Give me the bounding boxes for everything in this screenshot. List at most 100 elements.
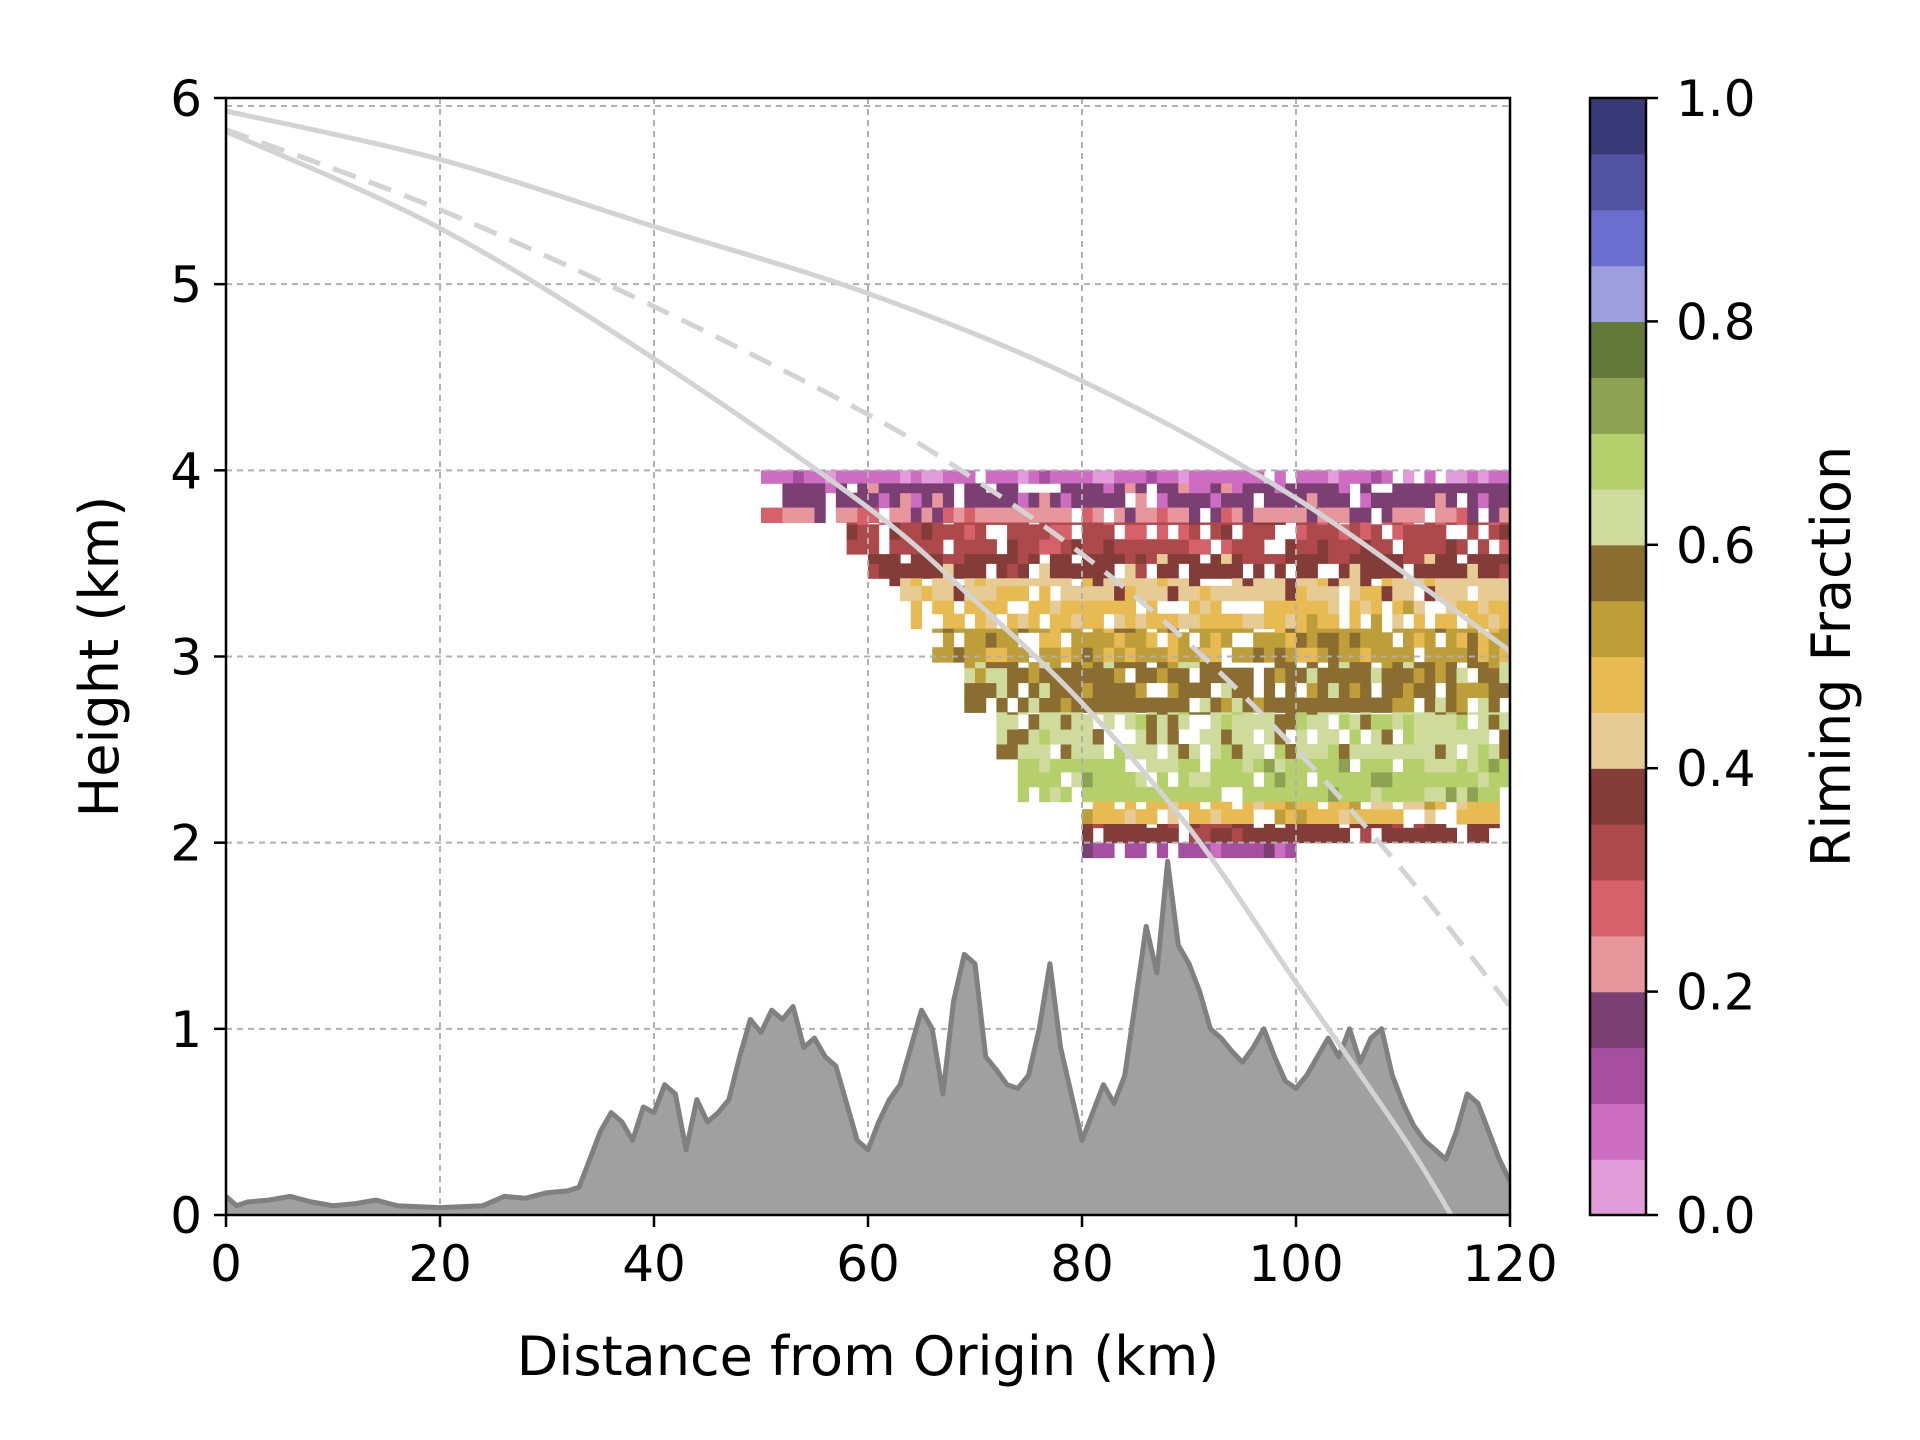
heatmap-cell [1060,758,1072,773]
heatmap-cell [1445,647,1457,663]
heatmap-cell [1274,801,1286,810]
heatmap-cell [1210,729,1222,745]
heatmap-cell [1424,628,1436,633]
heatmap-cell [1124,712,1136,715]
heatmap-cell [1210,585,1222,602]
heatmap-cell [1082,647,1094,663]
heatmap-cell [1049,554,1062,564]
heatmap-cell [964,539,976,555]
heatmap-cell [1413,801,1425,810]
heatmap-cell [1435,524,1447,540]
heatmap-cell [1392,578,1404,587]
heatmap-cell [942,563,955,579]
heatmap-cell [1114,827,1126,844]
heatmap-cell [1082,613,1094,630]
heatmap-cell [1135,744,1147,760]
heatmap-cell [1370,554,1383,564]
heatmap-cell [1413,632,1425,648]
heatmap-cell [1328,801,1340,810]
heatmap-cell [1403,697,1415,713]
heatmap-cell [1135,697,1147,713]
heatmap-cell [1403,744,1415,760]
heatmap-cell [1435,647,1447,663]
heatmap-cell [1221,827,1233,844]
heatmap-cell [1392,647,1404,663]
heatmap-cell [1242,470,1254,484]
heatmap-cell [1060,554,1072,564]
heatmap-cell [985,628,997,633]
heatmap-cell [1060,507,1072,523]
heatmap-cell [1199,563,1211,579]
heatmap-cell [1477,712,1490,715]
heatmap-cell [1221,744,1233,760]
colorbar-swatch [1590,433,1646,490]
heatmap-cell [1231,842,1243,859]
heatmap-cell [1413,628,1425,633]
heatmap-cell [1189,585,1201,602]
heatmap-cell [1156,697,1169,713]
heatmap-cell [1381,492,1393,509]
heatmap-cell [1274,697,1286,713]
heatmap-cell [1146,632,1158,648]
heatmap-cell [1274,492,1286,509]
heatmap-cell [1435,801,1447,810]
heatmap-cell [1189,712,1201,715]
heatmap-cell [1103,697,1115,713]
heatmap-cell [1253,524,1265,540]
heatmap-cell [1274,662,1286,669]
heatmap-cell [1413,524,1425,540]
heatmap-cell [1403,539,1415,555]
heatmap-cell [1360,554,1372,564]
heatmap-cell [1349,613,1361,630]
heatmap-cell [1028,470,1040,484]
heatmap-cell [1028,729,1040,745]
heatmap-cell [1178,712,1190,715]
heatmap-cell [1242,585,1254,602]
heatmap-cell [1328,662,1340,669]
heatmap-cell [1103,470,1115,484]
heatmap-cell [1103,801,1115,810]
heatmap-cell [1435,554,1447,564]
heatmap-cell [1360,647,1372,663]
heatmap-cell [921,522,933,525]
heatmap-cell [1103,524,1115,540]
heatmap-cell [1253,522,1265,525]
heatmap-cell [1328,786,1340,803]
heatmap-cell [1167,522,1179,525]
heatmap-cell [921,563,933,579]
heatmap-cell [1338,470,1350,484]
heatmap-cell [964,492,976,509]
heatmap-cell [1435,483,1447,494]
heatmap-cell [1049,600,1062,615]
heatmap-cell [985,600,997,615]
heatmap-cell [1467,662,1479,669]
heatmap-cell [1274,714,1286,730]
heatmap-cell [1071,662,1083,669]
heatmap-cell [1114,628,1126,633]
colorbar-tick-label: 0.2 [1676,964,1756,1022]
heatmap-cell [1039,578,1051,587]
heatmap-cell [1403,628,1415,633]
heatmap-cell [1349,585,1361,602]
heatmap-cell [1231,682,1243,698]
heatmap-cell [1477,632,1490,648]
heatmap-cell [1306,744,1318,760]
heatmap-cell [1296,824,1308,829]
heatmap-cell [1124,744,1136,760]
heatmap-cell [1370,470,1383,484]
heatmap-cell [1488,809,1500,825]
heatmap-cell [1156,827,1169,844]
heatmap-cell [1135,539,1147,555]
heatmap-cell [1146,554,1158,564]
heatmap-cell [1114,758,1126,773]
heatmap-cell [1467,771,1479,788]
heatmap-cell [1028,492,1040,509]
heatmap-cell [942,647,955,663]
heatmap-cell [1477,744,1490,760]
heatmap-cell [1274,632,1286,648]
heatmap-cell [1360,712,1372,715]
heatmap-cell [1092,758,1104,773]
heatmap-cell [964,522,976,525]
colorbar-swatch [1590,1159,1646,1216]
heatmap-cell [1082,824,1094,829]
